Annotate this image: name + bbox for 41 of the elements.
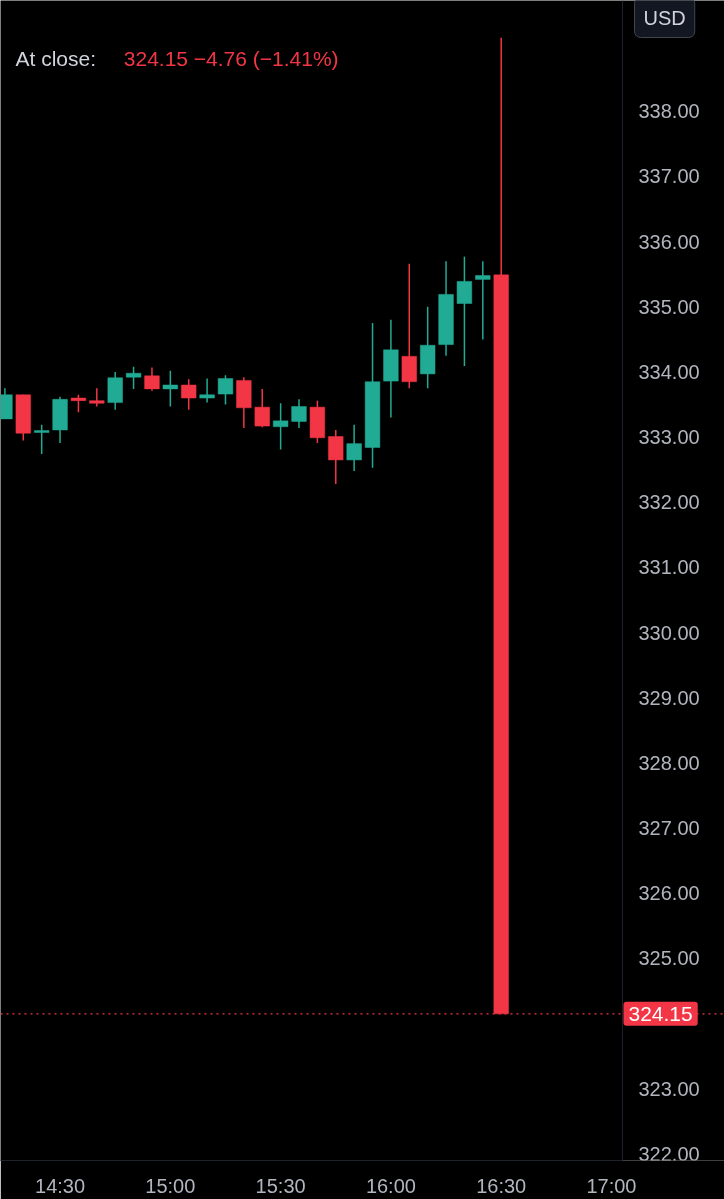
y-tick-label: 330.00 bbox=[638, 621, 700, 644]
candlestick bbox=[89, 387, 105, 408]
x-tick-label: 14:30 bbox=[35, 1174, 86, 1197]
candlestick bbox=[346, 424, 362, 472]
y-tick-label: 336.00 bbox=[638, 230, 700, 253]
text: USD bbox=[643, 6, 686, 29]
candlestick bbox=[162, 369, 178, 408]
candlestick bbox=[328, 429, 344, 485]
y-tick-label: 332.00 bbox=[638, 491, 700, 514]
candlestick bbox=[217, 374, 234, 406]
y-tick-label: 335.00 bbox=[638, 295, 700, 318]
candlestick bbox=[254, 388, 270, 429]
y-tick-label: 328.00 bbox=[638, 751, 700, 774]
y-tick-label: 323.00 bbox=[638, 1077, 700, 1100]
y-tick-label: 325.00 bbox=[638, 947, 700, 970]
annotation: 324.15 −4.76 (−1.41%) bbox=[123, 47, 339, 70]
candlestick bbox=[144, 366, 160, 392]
x-tick-label: 16:00 bbox=[365, 1174, 416, 1197]
candlestick bbox=[125, 366, 142, 390]
y-tick-label: 333.00 bbox=[638, 426, 700, 449]
x-tick-label: 15:00 bbox=[145, 1174, 196, 1197]
candlestick bbox=[181, 378, 197, 411]
y-tick-label: 327.00 bbox=[638, 817, 700, 840]
candlestick bbox=[291, 398, 307, 429]
y-tick-label: 338.00 bbox=[638, 100, 700, 123]
candlestick bbox=[273, 402, 289, 451]
y-tick-label: 334.00 bbox=[638, 360, 700, 383]
candlestick bbox=[456, 255, 473, 367]
x-tick-label: 15:30 bbox=[255, 1174, 306, 1197]
text: At close: bbox=[15, 47, 97, 70]
ref-line-label: 324.15 bbox=[628, 1001, 693, 1025]
x-tick-label: 16:30 bbox=[476, 1174, 527, 1197]
candlestick bbox=[475, 260, 491, 341]
y-tick-label: 326.00 bbox=[638, 882, 700, 905]
y-tick-label: 329.00 bbox=[638, 686, 700, 709]
candlestick bbox=[199, 377, 215, 404]
y-tick-label: 337.00 bbox=[638, 165, 700, 188]
y-tick-label: 331.00 bbox=[638, 556, 700, 579]
x-tick-label: 17:00 bbox=[586, 1174, 637, 1197]
candlestick bbox=[34, 424, 50, 455]
y-tick-label: 322.00 bbox=[638, 1142, 700, 1165]
